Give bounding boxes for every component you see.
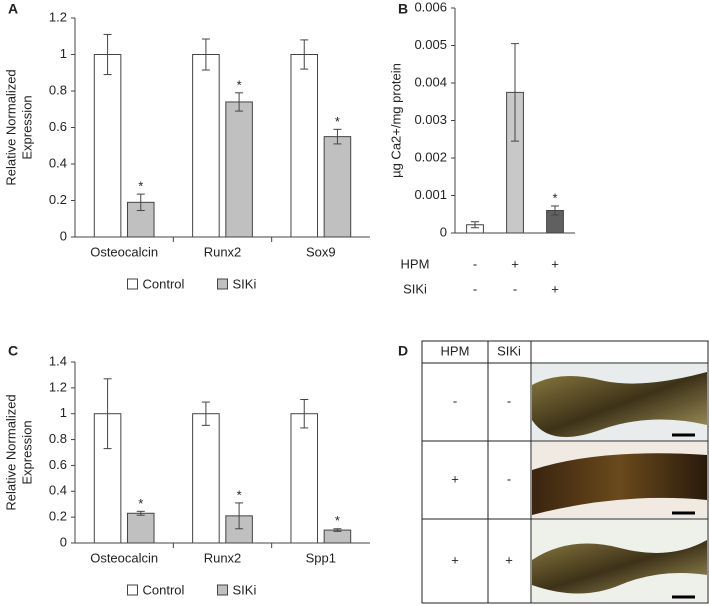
annotation: * xyxy=(335,114,340,129)
panel-label: B xyxy=(398,1,408,17)
y-tick-label: 0 xyxy=(60,534,67,549)
x-row-label: HPM xyxy=(401,256,430,271)
error-bar xyxy=(201,401,210,426)
bar xyxy=(126,512,155,544)
table-cell: - xyxy=(507,471,511,486)
x-tick-label: Sox9 xyxy=(306,244,336,259)
table-cell: + xyxy=(505,552,513,567)
y-tick-label: 0.004 xyxy=(414,74,447,89)
table-frame xyxy=(421,340,709,604)
y-tick-label: 0.8 xyxy=(49,82,67,97)
error-bar xyxy=(103,33,112,76)
error-bar xyxy=(235,502,244,530)
annotation: * xyxy=(138,496,143,511)
y-tick-label: 1.4 xyxy=(49,353,67,368)
bar xyxy=(192,54,220,238)
panel-label: C xyxy=(8,343,18,359)
legend-label: Control xyxy=(143,582,185,597)
error-bar xyxy=(300,39,309,70)
legend-swatch xyxy=(217,278,228,290)
x-row-label: SIKi xyxy=(403,281,427,296)
y-tick-label: 1.2 xyxy=(49,9,67,24)
y-tick-label: 0.2 xyxy=(49,509,67,524)
legend-label: Control xyxy=(143,276,185,291)
y-tick-label: 0 xyxy=(440,224,447,239)
y-tick-label: 0.8 xyxy=(49,431,67,446)
panel-label: A xyxy=(8,1,18,17)
tissue xyxy=(532,453,707,515)
y-tick-label: 1 xyxy=(60,405,67,420)
legend-swatch xyxy=(127,584,138,596)
legend-label: SIKi xyxy=(233,276,257,291)
error-bar xyxy=(201,38,210,71)
error-bar xyxy=(136,510,145,516)
bar xyxy=(93,413,122,544)
y-tick-label: 0.4 xyxy=(49,483,67,498)
table-cell: + xyxy=(451,471,459,486)
annotation: * xyxy=(552,190,557,205)
y-tick-label: 0.006 xyxy=(414,0,447,14)
x-tick-label: Osteocalcin xyxy=(90,244,158,259)
panel-label: D xyxy=(398,343,408,359)
bar xyxy=(192,413,220,544)
annotation: * xyxy=(138,179,143,194)
y-axis-label: µg Ca2+/mg protein xyxy=(388,63,403,178)
y-tick-label: 0.001 xyxy=(414,187,447,202)
error-bar xyxy=(136,193,145,212)
y-tick-label: 0.002 xyxy=(414,149,447,164)
x-row-value: - xyxy=(513,281,517,296)
error-bar xyxy=(511,43,519,142)
bar xyxy=(225,101,253,238)
y-tick-label: 0.003 xyxy=(414,112,447,127)
annotation: * xyxy=(237,77,242,92)
bar xyxy=(290,54,319,238)
error-bar xyxy=(333,528,342,532)
annotation: * xyxy=(237,487,242,502)
error-bar xyxy=(103,378,112,450)
x-row-value: + xyxy=(551,256,559,271)
error-bar xyxy=(551,205,559,216)
legend-swatch xyxy=(217,584,228,596)
x-row-value: + xyxy=(511,256,519,271)
x-row-value: - xyxy=(473,281,477,296)
bar xyxy=(323,136,352,238)
y-tick-label: 0.005 xyxy=(414,37,447,52)
y-axis-label: Expression xyxy=(19,95,34,159)
table-header: HPM xyxy=(441,343,470,358)
y-tick-label: 0.4 xyxy=(49,155,67,170)
x-tick-label: Spp1 xyxy=(306,550,336,565)
y-axis-label: Relative Normalized xyxy=(3,394,18,510)
legend-swatch xyxy=(127,278,138,290)
error-bar xyxy=(333,128,342,145)
y-tick-label: 1 xyxy=(60,46,67,61)
x-row-value: + xyxy=(551,281,559,296)
table-cell: - xyxy=(453,393,457,408)
x-row-value: - xyxy=(473,256,477,271)
table-cell: + xyxy=(451,552,459,567)
x-tick-label: Osteocalcin xyxy=(90,550,158,565)
y-tick-label: 0.2 xyxy=(49,192,67,207)
tissue xyxy=(532,540,707,594)
y-tick-label: 0.6 xyxy=(49,457,67,472)
bar xyxy=(93,54,122,238)
y-axis-label: Expression xyxy=(19,420,34,484)
annotation: * xyxy=(335,513,340,528)
x-tick-label: Runx2 xyxy=(204,550,242,565)
table-header: SIKi xyxy=(497,343,521,358)
error-bar xyxy=(471,221,479,229)
y-tick-label: 1.2 xyxy=(49,379,67,394)
y-tick-label: 0 xyxy=(60,228,67,243)
table-cell: - xyxy=(507,393,511,408)
y-tick-label: 0.6 xyxy=(49,119,67,134)
bar xyxy=(290,413,319,544)
error-bar xyxy=(300,398,309,429)
legend-label: SIKi xyxy=(233,582,257,597)
tissue xyxy=(532,372,707,438)
x-tick-label: Runx2 xyxy=(204,244,242,259)
error-bar xyxy=(235,92,244,112)
panel-d: D HPM SIKi - - + - + + xyxy=(398,340,709,604)
bar xyxy=(323,529,352,544)
y-axis-label: Relative Normalized xyxy=(3,69,18,185)
